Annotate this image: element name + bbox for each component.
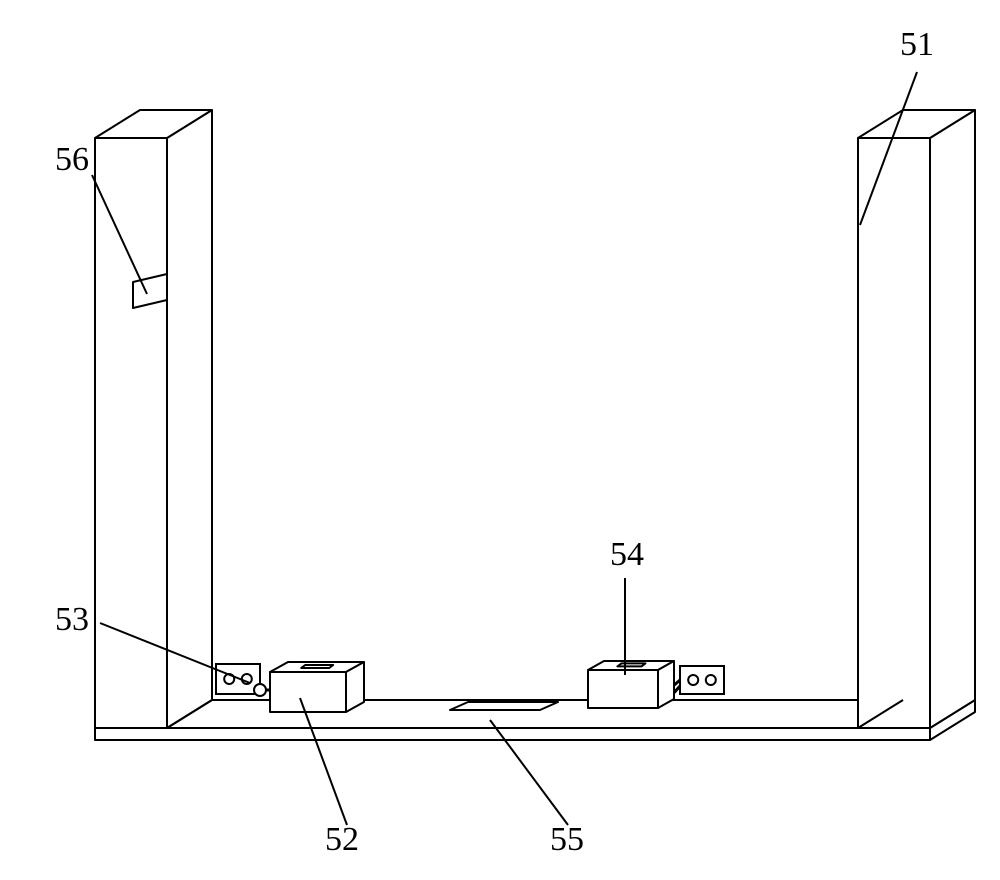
label-55: 55 (550, 821, 584, 858)
label-53: 53 (55, 601, 89, 638)
label-51: 51 (900, 26, 934, 63)
geometry-layer (95, 110, 975, 740)
label-52: 52 (325, 821, 359, 858)
diagram-canvas: 51 56 53 54 52 55 (0, 0, 1000, 880)
label-54: 54 (610, 536, 644, 573)
label-56: 56 (55, 141, 89, 178)
